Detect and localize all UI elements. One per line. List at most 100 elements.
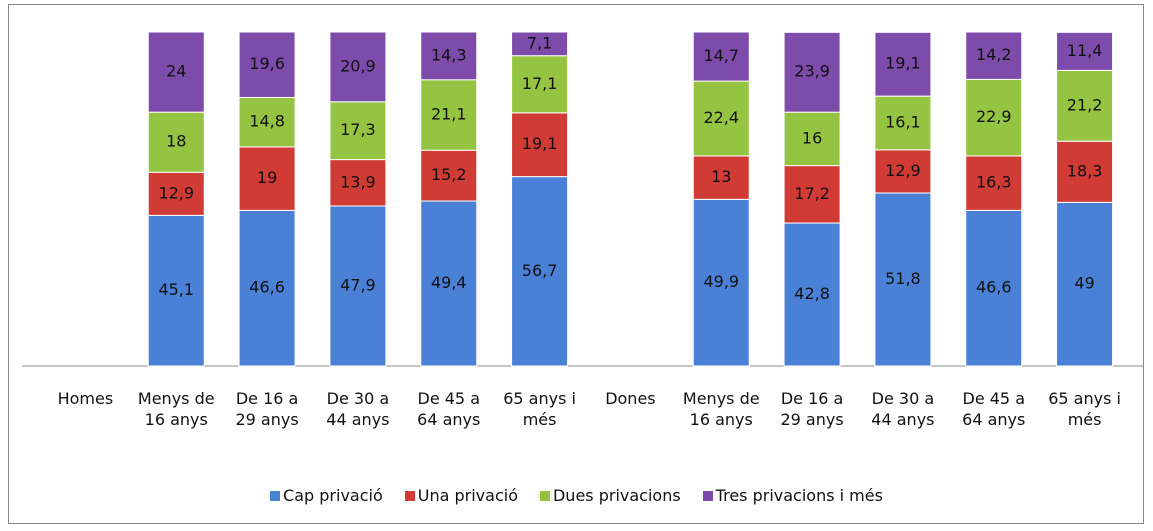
bar-segment [874, 31, 932, 97]
data-label: 16,1 [885, 113, 921, 132]
legend-swatch [702, 490, 713, 501]
data-label: 14,2 [976, 45, 1012, 64]
x-tick-label: Menys de 16 anys [682, 389, 760, 429]
data-label: 11,4 [1067, 41, 1103, 60]
bar-segment [147, 171, 205, 216]
data-label: 21,2 [1067, 95, 1103, 114]
data-label: 19 [257, 168, 277, 187]
bar-segment [329, 31, 387, 103]
x-tick-label: De 16 a 29 anys [235, 389, 299, 429]
legend-label: Tres privacions i més [715, 486, 883, 505]
bar-segment [783, 111, 841, 167]
bar-segment [783, 165, 841, 224]
x-tick-label: De 45 a 64 anys [417, 389, 481, 429]
bar-segment [420, 149, 478, 202]
legend-item: Tres privacions i més [702, 486, 883, 505]
x-tick-label: De 30 a 44 anys [326, 389, 390, 429]
data-label: 12,9 [158, 183, 194, 202]
bar-segment [1056, 69, 1114, 142]
bar-segment [1056, 31, 1114, 71]
bar-segment [238, 146, 296, 211]
legend-label: Cap privació [283, 486, 383, 505]
bar-segment [874, 149, 932, 194]
x-tick-label: Homes [57, 389, 114, 408]
bar-segment [965, 78, 1023, 157]
data-label: 49,9 [703, 272, 739, 291]
data-label: 46,6 [976, 278, 1012, 297]
legend-item: Una privació [404, 486, 518, 505]
data-label: 15,2 [431, 165, 467, 184]
data-label: 46,6 [249, 278, 285, 297]
bar-segment [238, 96, 296, 148]
bar-segment [692, 80, 750, 157]
data-label: 13,9 [340, 172, 376, 191]
legend-swatch [539, 490, 550, 501]
data-label: 17,2 [794, 184, 830, 203]
data-label: 17,1 [522, 74, 558, 93]
bar-segment [783, 222, 841, 367]
x-tick-label: De 30 a 44 anys [871, 389, 935, 429]
x-tick-label: Menys de 16 anys [137, 389, 215, 429]
data-label: 18 [166, 132, 186, 151]
bar-segment [511, 112, 569, 178]
bar-segment [147, 214, 205, 367]
data-label: 21,1 [431, 104, 467, 123]
data-label: 13 [711, 167, 731, 186]
data-label: 49 [1074, 274, 1094, 293]
data-label: 19,1 [885, 54, 921, 73]
data-label: 23,9 [794, 62, 830, 81]
data-label: 16 [802, 128, 822, 147]
bar-segment [511, 176, 569, 367]
x-tick-label: De 45 a 64 anys [962, 389, 1026, 429]
bar-segment [420, 31, 478, 81]
data-label: 47,9 [340, 276, 376, 295]
chart-frame [8, 4, 1144, 524]
bar-segment [238, 31, 296, 98]
bar-segment [692, 31, 750, 82]
data-label: 7,1 [527, 33, 552, 52]
bar-segment [783, 31, 841, 113]
legend-swatch [404, 490, 415, 501]
bar-segment [965, 31, 1023, 80]
data-label: 19,1 [522, 134, 558, 153]
data-label: 24 [166, 62, 186, 81]
bar-segment [692, 155, 750, 200]
data-label: 20,9 [340, 56, 376, 75]
bar-segment [420, 200, 478, 367]
legend-swatch [270, 490, 281, 501]
bar-segment [238, 209, 296, 367]
data-label: 56,7 [522, 261, 558, 280]
legend-label: Una privació [417, 486, 518, 505]
data-label: 14,8 [249, 112, 285, 131]
data-label: 12,9 [885, 161, 921, 180]
legend-item: Dues privacions [539, 486, 681, 505]
data-label: 14,3 [431, 45, 467, 64]
data-label: 51,8 [885, 269, 921, 288]
x-tick-label: 65 anys i més [1048, 389, 1121, 429]
x-tick-label: De 16 a 29 anys [780, 389, 844, 429]
data-label: 19,6 [249, 54, 285, 73]
legend-item: Cap privació [270, 486, 383, 505]
data-label: 17,3 [340, 120, 376, 139]
data-label: 22,4 [703, 108, 739, 127]
data-label: 45,1 [158, 280, 194, 299]
bar-segment [874, 95, 932, 151]
data-label: 22,9 [976, 107, 1012, 126]
data-label: 42,8 [794, 284, 830, 303]
bar-segment [420, 79, 478, 151]
bar-segment [511, 31, 569, 57]
x-tick-label: 65 anys i més [503, 389, 576, 429]
bar-segment [147, 111, 205, 173]
bar-segment [874, 192, 932, 367]
data-label: 14,7 [703, 46, 739, 65]
data-label: 49,4 [431, 273, 467, 292]
bar-segment [329, 101, 387, 161]
bar-segment [147, 31, 205, 113]
data-label: 16,3 [976, 173, 1012, 192]
bar-segment [692, 198, 750, 367]
bar-segment [1056, 140, 1114, 203]
legend: Cap privació Una privació Dues privacions T… [0, 486, 1153, 505]
data-label: 18,3 [1067, 161, 1103, 180]
